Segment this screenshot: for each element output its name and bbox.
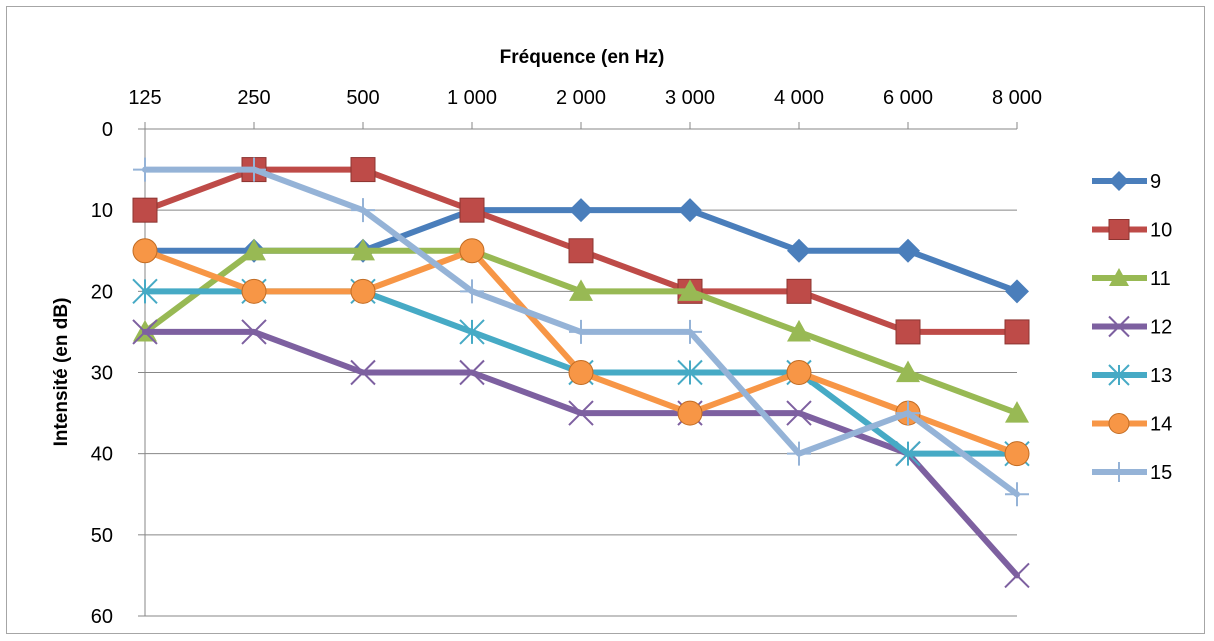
y-tick-label: 10	[91, 200, 113, 222]
data-point	[132, 197, 158, 223]
y-tick-label: 60	[91, 606, 113, 628]
data-point	[1108, 364, 1130, 386]
legend-label: 9	[1150, 171, 1161, 193]
legend-label: 10	[1150, 220, 1172, 242]
data-point	[895, 440, 921, 467]
data-point	[242, 238, 266, 261]
data-point	[787, 238, 811, 263]
data-point	[677, 359, 703, 386]
x-axis-title: Fréquence (en Hz)	[500, 47, 665, 68]
legend-item: 12	[1092, 315, 1172, 339]
data-point	[460, 279, 484, 304]
series-15	[133, 157, 1029, 507]
data-point	[1108, 315, 1130, 338]
legend-label: 13	[1150, 365, 1172, 387]
data-point	[459, 238, 485, 264]
y-tick-label: 20	[91, 281, 113, 303]
data-point	[678, 198, 702, 223]
y-axis-title: Intensité (en dB)	[51, 298, 72, 447]
data-point	[1005, 279, 1029, 304]
legend-item: 11	[1092, 268, 1171, 290]
data-point	[1108, 219, 1130, 240]
data-point	[787, 319, 811, 342]
legend-label: 14	[1150, 414, 1172, 436]
series-14	[132, 238, 1030, 467]
data-point	[1108, 413, 1130, 434]
legend: 9 10 11 12 13 14 15	[1092, 171, 1172, 484]
legend-item: 13	[1092, 364, 1172, 387]
data-point	[350, 157, 376, 183]
data-point	[568, 360, 594, 385]
series-lines	[132, 157, 1030, 589]
data-point	[241, 278, 267, 304]
data-point	[786, 278, 812, 304]
data-point	[1004, 441, 1030, 467]
data-point	[1004, 562, 1030, 589]
x-tick-label: 2 000	[556, 87, 606, 109]
data-point	[459, 319, 485, 345]
data-point	[678, 279, 702, 301]
legend-item: 10	[1092, 219, 1172, 242]
data-point	[241, 319, 267, 345]
data-point	[677, 400, 703, 426]
legend-item: 9	[1092, 171, 1161, 193]
y-tick-label: 30	[91, 363, 113, 385]
y-tick-label: 0	[102, 119, 113, 141]
legend-item: 15	[1092, 462, 1172, 484]
data-point	[132, 278, 158, 305]
data-point	[678, 319, 702, 344]
data-point	[896, 360, 920, 383]
x-tick-label: 3 000	[665, 87, 715, 109]
legend-item: 14	[1092, 413, 1172, 436]
legend-label: 11	[1150, 268, 1171, 290]
data-point	[786, 360, 812, 385]
data-point	[896, 401, 920, 426]
x-tick-label: 250	[237, 87, 270, 109]
y-tick-label: 40	[91, 444, 113, 466]
data-point	[569, 319, 593, 344]
data-point	[896, 238, 920, 263]
x-tick-label: 125	[128, 87, 161, 109]
data-point	[895, 319, 921, 345]
data-point	[1005, 482, 1029, 507]
data-point	[132, 238, 158, 264]
data-point	[1109, 171, 1129, 191]
legend-label: 15	[1150, 462, 1172, 484]
data-point	[133, 157, 157, 182]
data-point	[132, 319, 158, 345]
data-point	[786, 400, 812, 426]
x-tick-label: 6 000	[883, 87, 933, 109]
data-point	[350, 359, 376, 386]
data-point	[1109, 268, 1129, 286]
data-point	[1109, 462, 1129, 482]
data-point	[459, 359, 485, 386]
data-point	[351, 198, 375, 223]
y-tick-label: 50	[91, 525, 113, 547]
data-point	[568, 238, 594, 264]
data-point	[242, 157, 266, 182]
x-tick-label: 4 000	[774, 87, 824, 109]
x-tick-label: 8 000	[992, 87, 1042, 109]
legend-label: 12	[1150, 317, 1172, 339]
data-point	[568, 400, 594, 426]
data-point	[569, 279, 593, 301]
data-point	[569, 198, 593, 223]
data-point	[350, 278, 376, 304]
data-point	[787, 441, 811, 466]
x-tick-label: 1 000	[447, 87, 497, 109]
data-point	[459, 197, 485, 223]
data-point	[351, 238, 375, 261]
data-point	[1005, 401, 1029, 423]
axes: 0 10 20 30 40 50 60 125 250 500 1 000 2 000 3 000 4 0…	[91, 87, 1042, 628]
data-point	[1004, 319, 1030, 345]
x-tick-label: 500	[346, 87, 379, 109]
